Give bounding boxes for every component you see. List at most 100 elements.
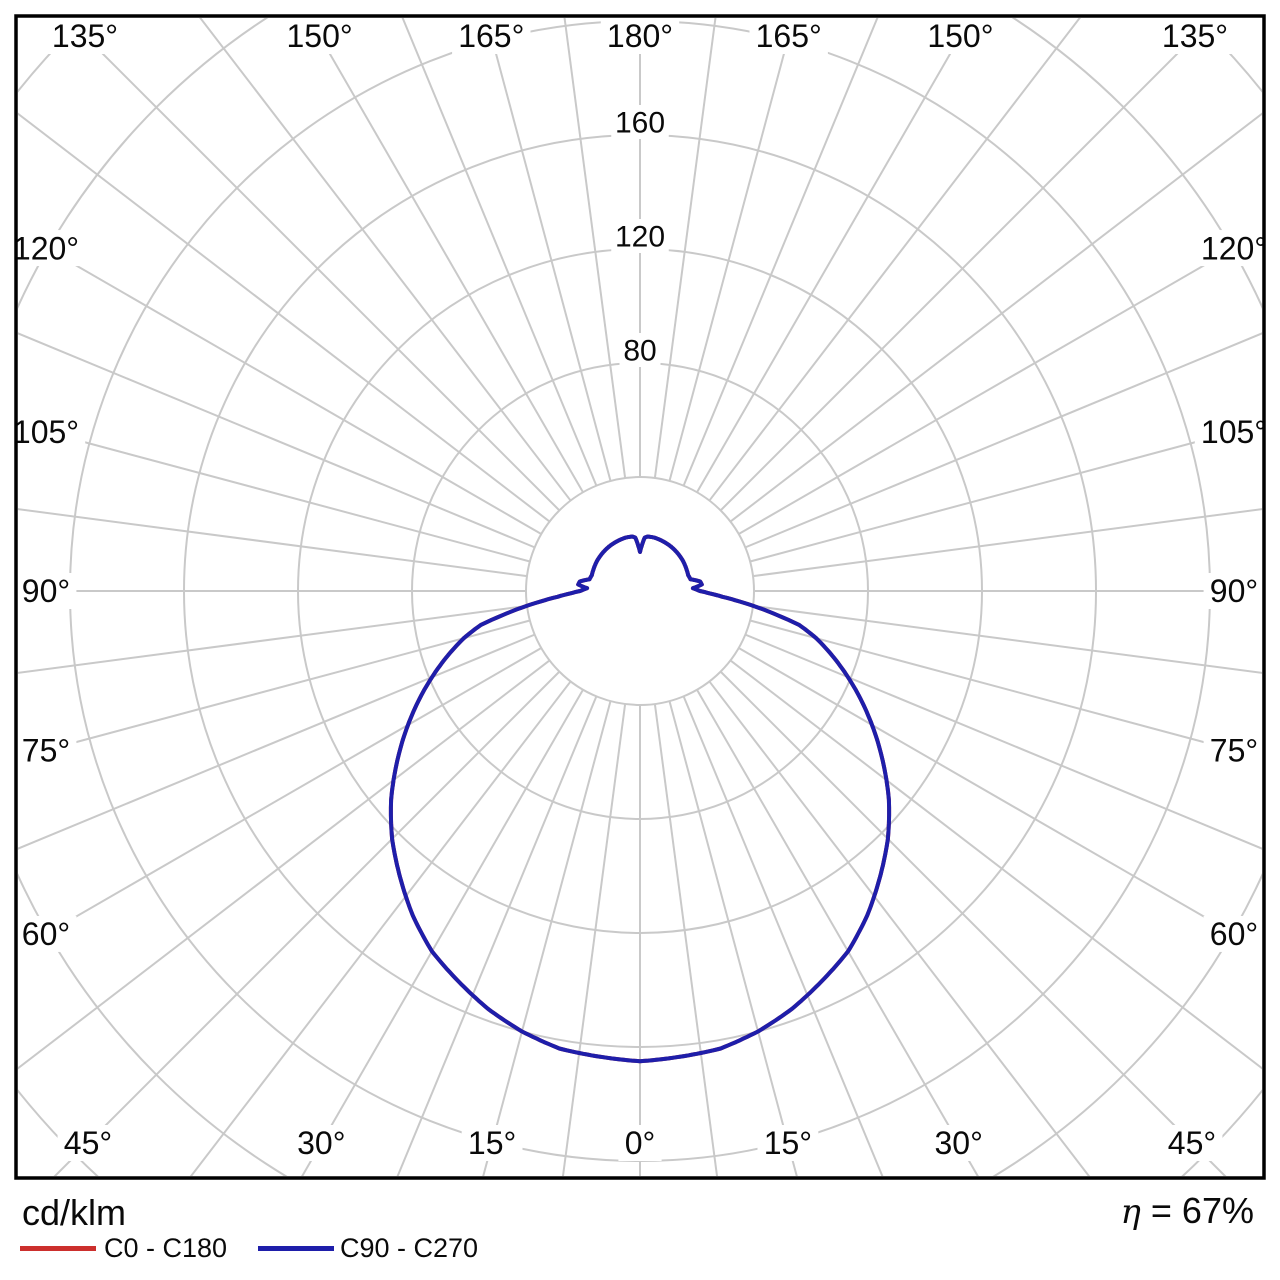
angle-label: 90°: [1210, 573, 1258, 609]
grid-spoke: [744, 332, 1262, 549]
grid-ring: [525, 476, 755, 706]
grid-spoke: [18, 619, 531, 759]
angle-label-bg: [1203, 915, 1265, 952]
ring-value-label-bg: [611, 219, 669, 253]
angle-label: 60°: [1210, 916, 1258, 952]
angle-label-bg: [15, 915, 77, 952]
angle-label: 30°: [297, 1125, 345, 1161]
angle-label-bg: [1203, 573, 1265, 609]
angle-label-bg: [6, 230, 86, 267]
efficiency-label: η = 67%: [1121, 1190, 1254, 1232]
angle-label: 60°: [22, 916, 70, 952]
grid-spoke: [668, 700, 798, 1176]
grid-spoke: [653, 18, 717, 479]
grid-spoke: [65, 18, 561, 512]
grid-spoke: [396, 695, 598, 1176]
grid-spoke: [729, 659, 1262, 1070]
angle-label: 105°: [13, 414, 79, 450]
eta-value: = 67%: [1140, 1190, 1254, 1231]
angle-label: 75°: [1210, 732, 1258, 768]
angle-label-bg: [749, 18, 828, 54]
angle-label-bg: [600, 18, 680, 54]
angle-label: 75°: [22, 732, 70, 768]
angle-label-bg: [15, 573, 77, 609]
grid-spoke: [749, 423, 1262, 563]
grid-spoke: [738, 647, 1262, 952]
grid-spoke: [482, 700, 612, 1176]
angle-label: 0°: [625, 1125, 656, 1161]
angle-label-bg: [57, 1125, 119, 1161]
grid-spoke: [744, 633, 1262, 850]
legend-label-c90-c270: C90 - C270: [340, 1233, 479, 1263]
angle-label: 15°: [468, 1125, 516, 1161]
grid-spoke: [729, 112, 1262, 523]
ring-value-label: 120: [615, 221, 665, 254]
grid-spoke: [18, 647, 542, 952]
grid-spoke: [563, 18, 627, 479]
angle-label-bg: [15, 732, 77, 769]
angle-label: 120°: [13, 230, 79, 266]
grid-spoke: [18, 423, 531, 563]
grid-spoke: [18, 604, 528, 674]
ring-value-label-bg: [611, 105, 669, 139]
legend-line-c0-c180: [20, 1246, 96, 1251]
grid-spoke: [708, 18, 1081, 502]
angle-label-bg: [757, 1125, 819, 1161]
angle-label-bg: [6, 413, 86, 450]
angle-label: 135°: [1162, 18, 1228, 54]
grid-spoke: [738, 230, 1262, 535]
angle-label: 135°: [52, 18, 118, 54]
angle-label-bg: [1203, 732, 1265, 769]
angle-label-bg: [1194, 413, 1274, 450]
angle-label: 30°: [935, 1125, 983, 1161]
angle-label: 150°: [927, 18, 993, 54]
angle-label-bg: [1194, 230, 1274, 267]
grid-spoke: [199, 18, 572, 502]
grid-spoke: [719, 18, 1215, 512]
angle-label-bg: [45, 18, 125, 54]
ring-value-label-bg: [619, 333, 661, 367]
angle-label-bg: [1155, 18, 1235, 54]
angle-label: 150°: [286, 18, 352, 54]
grid-spoke: [719, 670, 1227, 1176]
legend-label-c0-c180: C0 - C180: [104, 1233, 228, 1263]
angle-label: 15°: [764, 1125, 812, 1161]
grid-spoke: [53, 670, 561, 1176]
grid-spoke: [18, 332, 536, 549]
angle-label-bg: [461, 1125, 523, 1161]
angle-label-bg: [921, 18, 1000, 54]
angle-label: 45°: [1168, 1125, 1216, 1161]
ring-value-label: 80: [623, 335, 656, 368]
angle-label-bg: [290, 1125, 352, 1161]
angle-label: 180°: [607, 18, 673, 54]
grid-spoke: [708, 680, 1091, 1176]
labels: 80 120 160 0° 15° 15° 30° 30° 45° 45° 60° 60° 75° 75°…: [6, 18, 1274, 1161]
grid-spoke: [749, 619, 1262, 759]
grid-spoke: [18, 508, 528, 578]
legend-line-c90-c270: [258, 1246, 334, 1251]
angle-label-bg: [452, 18, 531, 54]
grid-spoke: [18, 659, 551, 1070]
grid-spoke: [308, 18, 584, 493]
grid-spoke: [752, 508, 1262, 578]
grid-spoke: [682, 695, 884, 1176]
eta-symbol: η: [1120, 1192, 1141, 1232]
grid-spoke: [752, 604, 1262, 674]
grid-spoke: [18, 112, 551, 523]
grid-spoke: [696, 18, 972, 493]
grid-spoke: [18, 230, 542, 535]
grid-spoke: [301, 689, 584, 1176]
angle-label: 45°: [64, 1125, 112, 1161]
grid-spoke: [18, 633, 536, 850]
angle-label-bg: [928, 1125, 990, 1161]
angle-label: 90°: [22, 573, 70, 609]
grid-spoke: [401, 18, 598, 487]
unit-label: cd/klm: [22, 1192, 127, 1233]
angle-label-bg: [280, 18, 359, 54]
curve-c90-c270: [388, 534, 892, 1064]
plot-border: [14, 14, 1266, 1180]
angle-label-bg: [1161, 1125, 1223, 1161]
